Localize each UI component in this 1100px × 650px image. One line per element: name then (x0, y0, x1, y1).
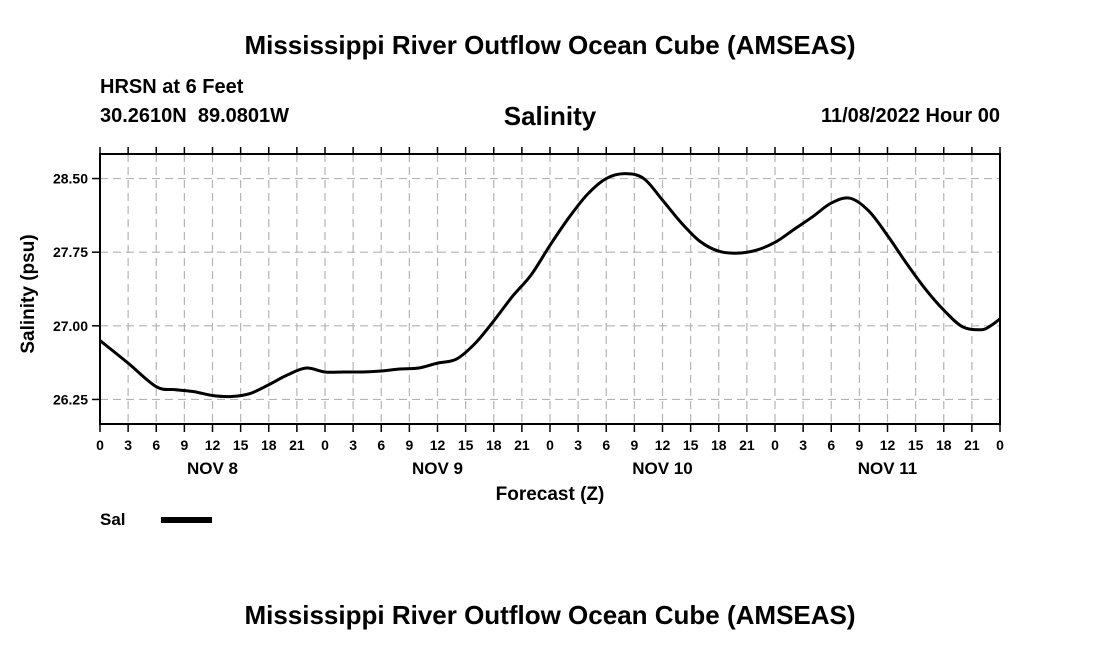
x-tick-label: 9 (855, 437, 863, 453)
x-tick-label: 15 (908, 437, 924, 453)
station-label: HRSN at 6 Feet (100, 76, 244, 98)
axis-labels: 0 3 6 9 12 15 18 21 0 3 6 9 12 15 18 21 0 3 6 9 12 15 18 21 0 3 6 9… (18, 171, 1004, 505)
x-tick-label: 21 (964, 437, 980, 453)
x-tick-label: 9 (405, 437, 413, 453)
x-tick-label: 0 (96, 437, 104, 453)
legend-label: Sal (100, 510, 126, 529)
y-tick-label: 28.50 (53, 171, 88, 187)
grid (100, 154, 1000, 424)
x-tick-label: 6 (602, 437, 610, 453)
x-tick-label: 12 (880, 437, 896, 453)
day-label: NOV 8 (187, 459, 238, 478)
x-tick-label: 18 (486, 437, 502, 453)
x-tick-label: 21 (289, 437, 305, 453)
y-tick-label: 27.00 (53, 318, 88, 334)
x-tick-label: 3 (349, 437, 357, 453)
x-tick-label: 6 (377, 437, 385, 453)
x-tick-label: 21 (739, 437, 755, 453)
x-tick-label: 3 (799, 437, 807, 453)
day-label: NOV 10 (632, 459, 692, 478)
x-tick-label: 0 (996, 437, 1004, 453)
x-tick-label: 15 (233, 437, 249, 453)
x-tick-label: 12 (655, 437, 671, 453)
station-coordinates: 30.2610N 89.0801W (100, 105, 290, 127)
x-tick-label: 0 (546, 437, 554, 453)
series-layer (99, 172, 1001, 399)
x-tick-label: 15 (458, 437, 474, 453)
x-tick-label: 15 (683, 437, 699, 453)
x-tick-label: 18 (936, 437, 952, 453)
x-tick-label: 3 (124, 437, 132, 453)
day-label: NOV 9 (412, 459, 463, 478)
plot-frame (99, 153, 1001, 425)
x-tick-label: 18 (711, 437, 727, 453)
y-tick-label: 27.75 (53, 244, 88, 260)
x-tick-label: 6 (827, 437, 835, 453)
x-tick-label: 0 (771, 437, 779, 453)
day-label: NOV 11 (858, 459, 918, 478)
footer-title: Mississippi River Outflow Ocean Cube (AM… (244, 600, 856, 630)
forecast-datetime: 11/08/2022 Hour 00 (820, 105, 1000, 127)
x-tick-label: 18 (261, 437, 277, 453)
salinity-series-line (99, 172, 1001, 399)
x-tick-label: 21 (514, 437, 530, 453)
variable-title: Salinity (503, 101, 597, 131)
x-tick-label: 9 (630, 437, 638, 453)
y-tick-label: 26.25 (53, 391, 88, 407)
axes (92, 147, 1001, 432)
x-axis-title: Forecast (Z) (496, 484, 605, 505)
x-tick-label: 9 (180, 437, 188, 453)
x-tick-label: 0 (321, 437, 329, 453)
x-tick-label: 3 (574, 437, 582, 453)
x-tick-label: 6 (152, 437, 160, 453)
x-tick-label: 12 (205, 437, 221, 453)
chart-title: Mississippi River Outflow Ocean Cube (AM… (244, 30, 856, 60)
y-axis-title: Salinity (psu) (18, 234, 39, 353)
x-tick-label: 12 (430, 437, 446, 453)
